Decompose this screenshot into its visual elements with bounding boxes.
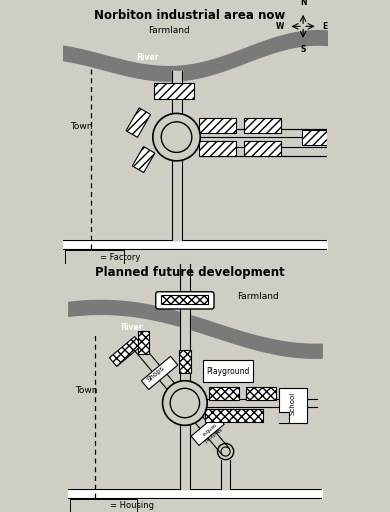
Polygon shape [200,147,327,156]
Bar [205,409,263,422]
Text: Medical
centre: Medical centre [198,420,221,442]
Text: = Housing: = Housing [110,501,154,510]
Polygon shape [180,425,190,489]
Text: S: S [300,46,306,54]
Bar [302,130,328,145]
Text: Farmland: Farmland [148,26,190,35]
Bar [246,387,276,400]
Bar [132,146,155,173]
Bar [69,252,94,262]
Circle shape [170,388,200,418]
Polygon shape [278,412,289,423]
Text: School: School [289,391,296,415]
Text: Town: Town [74,386,97,395]
Circle shape [221,447,230,456]
Bar [126,108,151,137]
Bar [154,83,194,99]
Bar [142,356,178,390]
Bar [244,140,281,156]
Text: N: N [300,0,307,7]
Text: River: River [121,323,143,332]
Polygon shape [180,264,190,294]
Text: Norbiton industrial area now: Norbiton industrial area now [94,9,285,22]
Bar [191,415,224,445]
Text: Farmland: Farmland [238,292,279,301]
Bar [199,140,236,156]
Polygon shape [222,460,230,489]
Text: Planned future development: Planned future development [95,266,285,279]
Polygon shape [136,346,174,389]
Bar [73,501,106,510]
FancyBboxPatch shape [70,499,137,512]
Bar [138,331,149,354]
Polygon shape [200,129,327,137]
Bar [209,387,239,400]
FancyBboxPatch shape [65,250,124,264]
Text: Playground: Playground [206,367,250,376]
Bar [179,350,191,373]
Text: E: E [322,22,327,31]
Polygon shape [172,161,182,240]
Circle shape [161,122,192,153]
Text: Shops: Shops [146,365,166,383]
Bar [278,389,307,423]
Polygon shape [200,129,327,156]
Bar [244,118,281,133]
Bar [161,295,208,305]
Text: Town: Town [70,122,92,131]
Bar [199,118,236,133]
Polygon shape [172,71,182,113]
Polygon shape [207,399,317,407]
FancyBboxPatch shape [156,292,214,309]
Text: River: River [136,53,159,62]
Text: = Factory: = Factory [100,253,140,262]
Polygon shape [195,417,229,455]
Text: W: W [276,22,284,31]
Bar [202,360,253,382]
Bar [109,336,142,367]
Polygon shape [180,307,190,381]
